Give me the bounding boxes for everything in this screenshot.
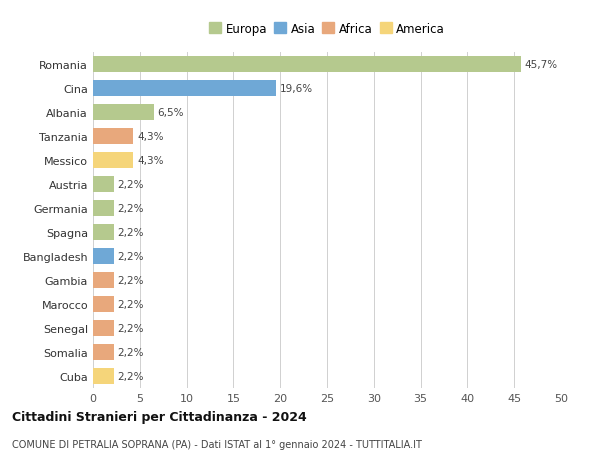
Legend: Europa, Asia, Africa, America: Europa, Asia, Africa, America <box>206 20 448 38</box>
Bar <box>93 81 277 96</box>
Bar <box>93 368 113 384</box>
Text: 2,2%: 2,2% <box>118 371 144 381</box>
Bar <box>93 201 113 216</box>
Bar <box>93 129 133 144</box>
Text: Cittadini Stranieri per Cittadinanza - 2024: Cittadini Stranieri per Cittadinanza - 2… <box>12 410 307 423</box>
Text: 2,2%: 2,2% <box>118 179 144 190</box>
Text: 2,2%: 2,2% <box>118 299 144 309</box>
Bar <box>93 57 521 73</box>
Bar <box>93 248 113 264</box>
Text: 2,2%: 2,2% <box>118 347 144 357</box>
Text: 45,7%: 45,7% <box>524 60 557 70</box>
Text: 2,2%: 2,2% <box>118 227 144 237</box>
Text: 4,3%: 4,3% <box>137 156 163 166</box>
Text: 2,2%: 2,2% <box>118 203 144 213</box>
Bar <box>93 320 113 336</box>
Bar <box>93 177 113 192</box>
Text: COMUNE DI PETRALIA SOPRANA (PA) - Dati ISTAT al 1° gennaio 2024 - TUTTITALIA.IT: COMUNE DI PETRALIA SOPRANA (PA) - Dati I… <box>12 440 422 449</box>
Text: 2,2%: 2,2% <box>118 251 144 261</box>
Text: 6,5%: 6,5% <box>158 107 184 118</box>
Bar <box>93 272 113 288</box>
Bar <box>93 105 154 120</box>
Text: 4,3%: 4,3% <box>137 132 163 141</box>
Text: 19,6%: 19,6% <box>280 84 313 94</box>
Text: 2,2%: 2,2% <box>118 275 144 285</box>
Bar <box>93 224 113 240</box>
Bar <box>93 297 113 312</box>
Bar <box>93 153 133 168</box>
Text: 2,2%: 2,2% <box>118 323 144 333</box>
Bar <box>93 344 113 360</box>
